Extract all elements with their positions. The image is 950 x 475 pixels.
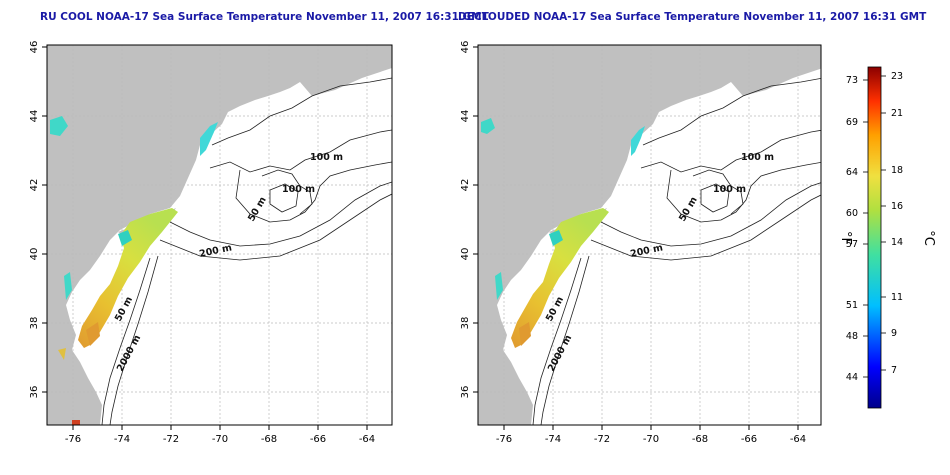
colorbar-c-tick: 14 bbox=[891, 237, 903, 248]
colorbar-unit-celsius: °C bbox=[921, 230, 936, 246]
y-tick-label: 40 bbox=[460, 248, 471, 261]
y-tick-label: 44 bbox=[460, 110, 471, 123]
contour-label-100m-a: 100 m bbox=[310, 152, 343, 163]
graticule bbox=[47, 45, 392, 425]
colorbar-c-tick: 16 bbox=[891, 201, 903, 212]
sst-warm-patch bbox=[519, 322, 531, 346]
contour-label-100m-b: 100 m bbox=[282, 184, 315, 195]
colorbar: 73 69 64 60 57 51 48 44 23 21 18 16 14 1… bbox=[838, 66, 936, 409]
right-panel-title: DECLOUDED NOAA-17 Sea Surface Temperatur… bbox=[458, 11, 927, 23]
left-panel-title: RU COOL NOAA-17 Sea Surface Temperature … bbox=[40, 11, 489, 23]
right-map-panel: 100 m 100 m 50 m 200 m 50 m 2000 m -76 -… bbox=[460, 41, 822, 445]
colorbar-f-tick: 51 bbox=[846, 300, 858, 311]
colorbar-unit-fahrenheit: °F bbox=[838, 231, 853, 245]
colorbar-c-tick: 9 bbox=[891, 328, 897, 339]
colorbar-f-tick: 73 bbox=[846, 75, 858, 86]
x-tick-label: -68 bbox=[261, 434, 277, 445]
sst-coastal-cool-maine bbox=[200, 122, 218, 156]
colorbar-f-tick: 44 bbox=[846, 372, 858, 383]
nova-scotia bbox=[300, 58, 392, 96]
colorbar-c-tick: 18 bbox=[891, 165, 903, 176]
x-tick-label: -76 bbox=[65, 434, 81, 445]
x-tick-label: -66 bbox=[310, 434, 326, 445]
x-tick-label: -68 bbox=[692, 434, 708, 445]
sst-coastal-cool-gulf bbox=[481, 118, 495, 134]
sst-coastal-cool-gulf bbox=[50, 116, 68, 136]
y-tick-label: 36 bbox=[460, 386, 471, 399]
colorbar-c-tick: 11 bbox=[891, 292, 903, 303]
colorbar-f-tick: 64 bbox=[846, 167, 858, 178]
sst-warm-spot bbox=[72, 420, 80, 425]
x-tick-label: -66 bbox=[741, 434, 757, 445]
x-tick-label: -74 bbox=[545, 434, 561, 445]
contour-label-100m-b: 100 m bbox=[713, 184, 746, 195]
nova-scotia bbox=[731, 58, 821, 96]
colorbar-f-tick: 48 bbox=[846, 331, 858, 342]
x-tick-label: -64 bbox=[359, 434, 375, 445]
land-mass bbox=[478, 45, 821, 425]
x-tick-label: -70 bbox=[643, 434, 659, 445]
left-map-panel: 100 m 100 m 50 m 200 m 50 m 2000 m -76 -… bbox=[29, 41, 393, 445]
colorbar-c-tick: 7 bbox=[891, 365, 897, 376]
bathymetry-contours bbox=[532, 77, 821, 425]
x-tick-label: -74 bbox=[114, 434, 130, 445]
y-tick-label: 40 bbox=[29, 248, 40, 261]
x-tick-label: -76 bbox=[496, 434, 512, 445]
graticule bbox=[478, 45, 821, 425]
y-tick-label: 46 bbox=[460, 41, 471, 54]
colorbar-f-tick: 57 bbox=[846, 239, 858, 250]
colorbar-f-tick: 60 bbox=[846, 208, 858, 219]
sst-coastal-cool-maine bbox=[631, 126, 645, 156]
bathymetry-contours bbox=[101, 77, 392, 425]
colorbar-c-tick: 21 bbox=[891, 108, 903, 119]
contour-label-100m-a: 100 m bbox=[741, 152, 774, 163]
y-tick-label: 38 bbox=[29, 317, 40, 330]
sst-cool-edge bbox=[118, 230, 132, 246]
y-tick-label: 44 bbox=[29, 110, 40, 123]
x-tick-label: -72 bbox=[163, 434, 179, 445]
y-tick-label: 36 bbox=[29, 386, 40, 399]
sst-coastal-cool-nj bbox=[64, 272, 72, 300]
sst-coastal-cool-nj bbox=[495, 272, 503, 300]
y-tick-label: 38 bbox=[460, 317, 471, 330]
colorbar-scale bbox=[867, 66, 882, 409]
colorbar-f-tick: 69 bbox=[846, 117, 858, 128]
y-tick-label: 46 bbox=[29, 41, 40, 54]
right-map-frame bbox=[477, 44, 822, 426]
sst-cool-edge bbox=[549, 230, 563, 246]
x-tick-label: -72 bbox=[594, 434, 610, 445]
land-mass bbox=[47, 45, 392, 425]
y-tick-label: 42 bbox=[29, 179, 40, 192]
x-tick-label: -70 bbox=[212, 434, 228, 445]
y-tick-label: 42 bbox=[460, 179, 471, 192]
colorbar-c-tick: 23 bbox=[891, 71, 903, 82]
sst-data-patch bbox=[78, 208, 178, 348]
x-tick-label: -64 bbox=[790, 434, 806, 445]
sst-warm-patch bbox=[86, 322, 100, 346]
sst-data-patch bbox=[511, 208, 609, 348]
